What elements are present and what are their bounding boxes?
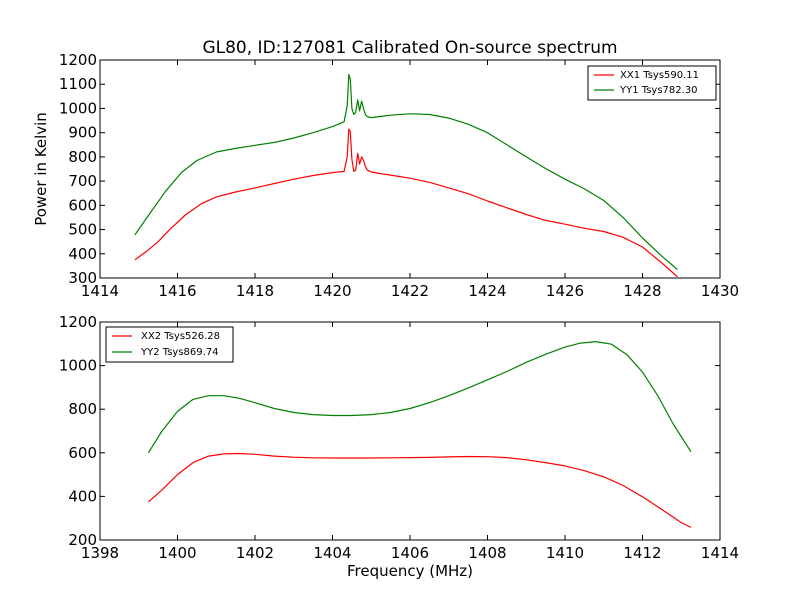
y-tick-label: 200 <box>68 531 97 549</box>
chart-title: GL80, ID:127081 Calibrated On-source spe… <box>202 38 617 58</box>
legend-label-yy2: YY2 Tsys869.74 <box>140 347 219 358</box>
series-group <box>147 341 692 528</box>
x-axis-label: Frequency (MHz) <box>347 562 473 580</box>
x-tick-group: 1414 1416 1418 1420 1422 1424 1426 1428 1430 <box>81 60 739 300</box>
y-tick-label: 400 <box>68 487 97 505</box>
y-axis-label: Power in Kelvin <box>32 112 50 226</box>
y-tick-label: 1000 <box>59 99 97 117</box>
x-tick-label: 1426 <box>546 282 584 300</box>
legend: XX2 Tsys526.28 YY2 Tsys869.74 <box>105 326 234 363</box>
y-tick-label: 500 <box>68 221 97 239</box>
y-tick-label: 700 <box>68 172 97 190</box>
x-tick-label: 1424 <box>468 282 506 300</box>
bottom-spectrum-panel: Frequency (MHz) 1398 1400 1402 1404 1406 1408… <box>59 313 739 580</box>
x-tick-label: 1428 <box>623 282 661 300</box>
y-tick-label: 600 <box>68 444 97 462</box>
y-tick-label: 300 <box>68 269 97 287</box>
legend-label-yy1: YY1 Tsys782.30 <box>619 85 698 96</box>
x-tick-label: 1398 <box>81 544 119 562</box>
series-line-yy2 <box>147 341 692 454</box>
legend: XX1 Tsys590.11 YY1 Tsys782.30 <box>587 65 717 101</box>
x-tick-label: 1406 <box>391 544 429 562</box>
y-tick-label: 1200 <box>59 51 97 69</box>
x-tick-label: 1430 <box>701 282 739 300</box>
y-tick-group: 300 400 500 600 700 800 900 1000 1100 1200 <box>59 51 720 287</box>
x-tick-label: 1418 <box>236 282 274 300</box>
x-tick-label: 1410 <box>546 544 584 562</box>
x-tick-label: 1400 <box>158 544 196 562</box>
y-tick-label: 1100 <box>59 75 97 93</box>
legend-label-xx1: XX1 Tsys590.11 <box>620 70 699 81</box>
y-tick-label: 900 <box>68 124 97 142</box>
y-tick-label: 1000 <box>59 357 97 375</box>
series-line-yy1 <box>134 73 678 270</box>
y-tick-label: 400 <box>68 245 97 263</box>
x-tick-label: 1420 <box>313 282 351 300</box>
x-tick-label: 1414 <box>81 282 119 300</box>
x-tick-label: 1404 <box>313 544 351 562</box>
x-tick-label: 1414 <box>701 544 739 562</box>
y-tick-label: 800 <box>68 400 97 418</box>
x-tick-label: 1422 <box>391 282 429 300</box>
legend-box <box>105 326 234 363</box>
series-line-xx1 <box>134 128 678 278</box>
top-spectrum-panel: GL80, ID:127081 Calibrated On-source spe… <box>32 38 739 300</box>
series-group <box>134 73 678 278</box>
x-tick-label: 1408 <box>468 544 506 562</box>
x-tick-label: 1412 <box>623 544 661 562</box>
legend-label-xx2: XX2 Tsys526.28 <box>141 331 220 342</box>
plot-frame <box>99 59 721 279</box>
x-tick-label: 1402 <box>236 544 274 562</box>
plot-frame <box>99 321 721 541</box>
legend-box <box>587 65 717 101</box>
x-tick-label: 1416 <box>158 282 196 300</box>
y-tick-label: 600 <box>68 196 97 214</box>
y-tick-group: 200 400 600 800 1000 1200 <box>59 313 720 549</box>
x-tick-group: 1398 1400 1402 1404 1406 1408 1410 1412 1414 <box>81 322 739 562</box>
series-line-xx2 <box>148 452 692 528</box>
y-tick-label: 1200 <box>59 313 97 331</box>
y-tick-label: 800 <box>68 148 97 166</box>
